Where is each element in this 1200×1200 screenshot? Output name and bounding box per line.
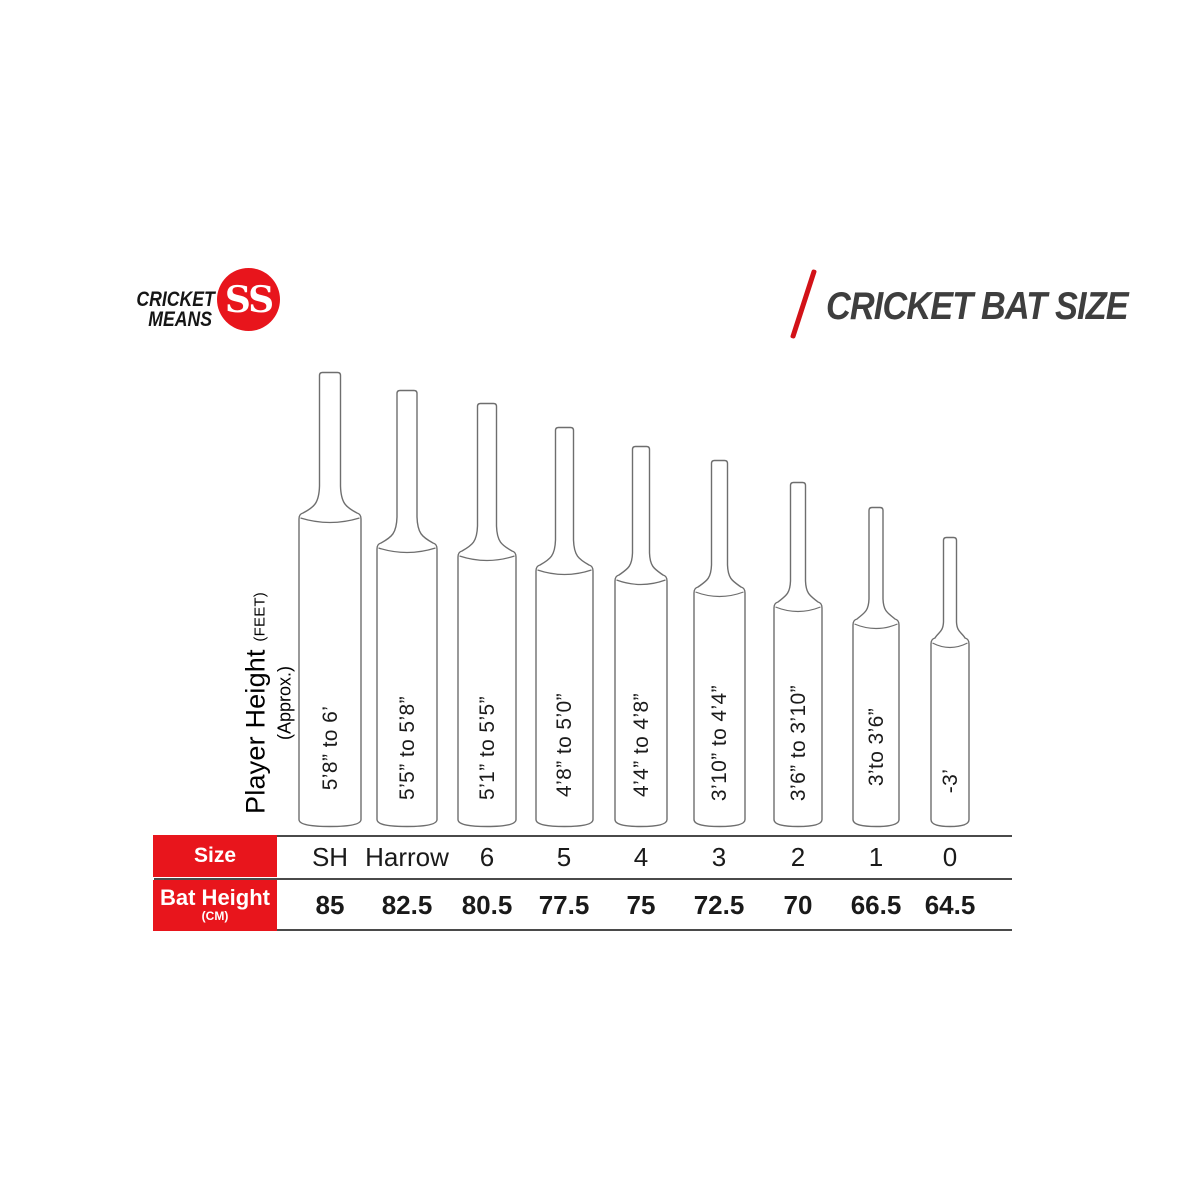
- bat-shoulder-line: [300, 517, 360, 524]
- bat-outline-shape: [930, 536, 970, 828]
- bat-outline-shape: [692, 459, 746, 828]
- table-bat-height-value: 70: [783, 890, 813, 920]
- bat-shoulder-line: [378, 547, 436, 554]
- bat-shoulder-line: [616, 579, 666, 586]
- bat-outline-shape: [773, 481, 823, 828]
- table-size-value: 1: [868, 842, 884, 872]
- table-bat-height-value: 80.5: [461, 890, 513, 920]
- bat-illustration-3: [692, 459, 746, 828]
- table-bat-height-value: 72.5: [693, 890, 745, 920]
- table-row-separator: [154, 878, 1012, 880]
- brand-logo: CRICKET MEANS SS: [122, 268, 280, 341]
- table-size-value: 0: [942, 842, 958, 872]
- table-bat-height-row-header: Bat Height (CM): [153, 880, 277, 931]
- table-bat-height-value: 75: [626, 890, 656, 920]
- table-size-row-header: Size: [153, 835, 277, 877]
- bat-illustration-0: [930, 536, 970, 828]
- bat-outline-shape: [457, 402, 517, 828]
- page-title: CRICKET BAT SIZE: [826, 285, 1129, 328]
- ss-logo-icon: SS: [217, 268, 280, 331]
- table-bat-height-value: 66.5: [850, 890, 902, 920]
- bat-height-header-text: Bat Height: [160, 885, 270, 910]
- ss-monogram: SS: [224, 278, 274, 321]
- table-bat-height-value: 85: [315, 890, 345, 920]
- bat-outline-shape: [614, 445, 668, 828]
- bat-shoulder-line: [459, 555, 515, 562]
- bat-illustration-sh: [298, 371, 362, 828]
- bat-illustration-4: [614, 445, 668, 828]
- table-size-value: SH: [311, 842, 349, 872]
- bat-illustration-2: [773, 481, 823, 828]
- bat-outline-shape: [376, 389, 438, 828]
- brand-text: CRICKET MEANS: [136, 287, 215, 331]
- table-bat-height-value: 64.5: [924, 890, 976, 920]
- bat-outline-shape: [852, 506, 900, 828]
- table-size-value: 4: [633, 842, 649, 872]
- table-bat-height-value: 77.5: [538, 890, 590, 920]
- table-size-value: 3: [711, 842, 727, 872]
- bat-illustration-6: [457, 402, 517, 828]
- table-bottom-border: [154, 929, 1012, 931]
- bat-illustration-1: [852, 506, 900, 828]
- bat-illustration-5: [534, 426, 594, 828]
- bat-illustration-harrow: [376, 389, 438, 828]
- bat-outline-shape: [298, 371, 362, 828]
- table-size-value: 5: [556, 842, 572, 872]
- table-bat-height-value: 82.5: [381, 890, 433, 920]
- bat-shoulder-line: [854, 623, 898, 630]
- bat-outline-shape: [534, 426, 594, 828]
- bat-shoulder-line: [536, 569, 592, 576]
- bat-shoulder-line: [694, 591, 744, 598]
- table-size-value: 2: [790, 842, 806, 872]
- brand-line2: MEANS: [148, 307, 212, 331]
- bat-shoulder-line: [775, 606, 821, 613]
- table-size-value: Harrow: [365, 842, 449, 872]
- table-top-border: [154, 835, 1012, 837]
- brand-line1: CRICKET: [136, 287, 215, 311]
- bat-shoulder-line: [932, 642, 968, 649]
- bat-height-header-unit: (CM): [201, 909, 229, 923]
- table-size-value: 6: [479, 842, 495, 872]
